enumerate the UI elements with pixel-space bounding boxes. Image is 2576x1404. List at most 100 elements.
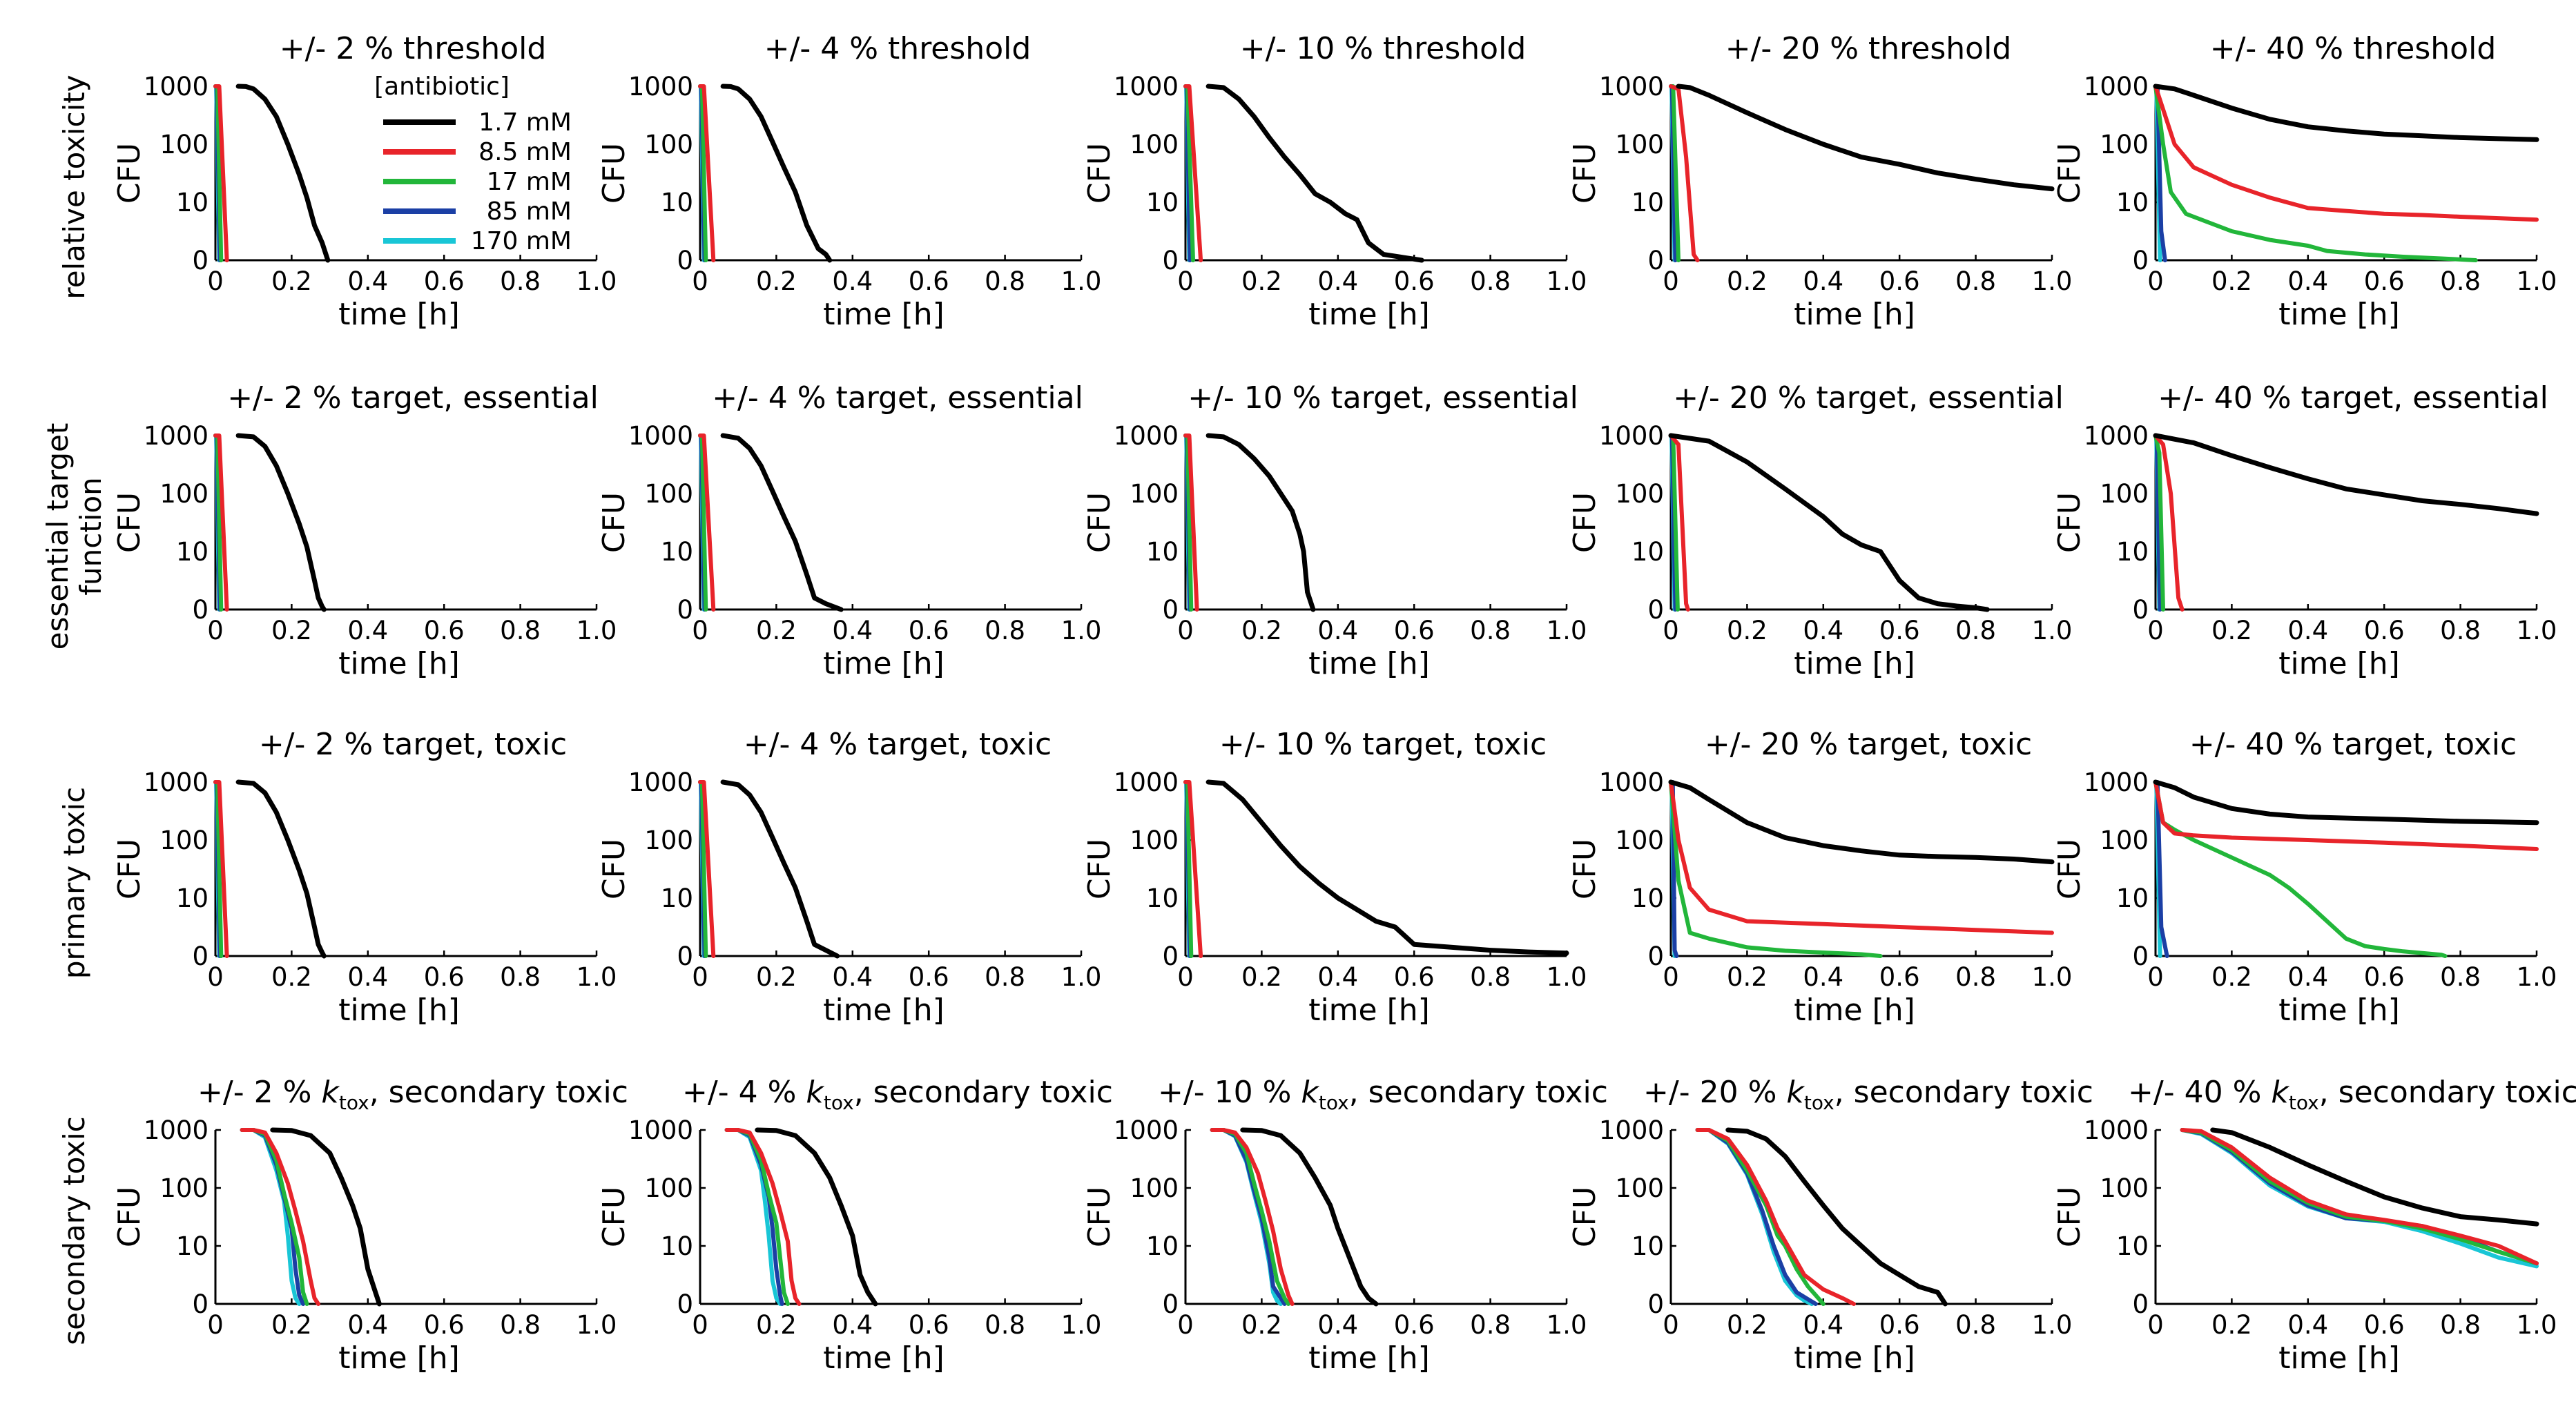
x-axis-label: time [h] [1308,297,1430,332]
series-line-1-7-mm [1725,1127,1948,1307]
series-line-17-mm [2153,433,2165,612]
x-tick-label: 0 [207,266,224,296]
y-tick-label: 1000 [2084,768,2149,797]
y-axis-label: CFU [597,1187,632,1247]
series-line-1-7-mm [2153,433,2539,516]
panel: +/- 20 % target, toxic 0 10 100 1000 0 0.2 0.4 0… [1567,727,2072,1028]
x-axis-label: time [h] [2278,646,2400,681]
x-axis-label: time [h] [1308,993,1430,1028]
series-line-8-5-mm [2180,1128,2539,1266]
x-tick-label: 0.2 [1727,962,1768,992]
y-axis-label: CFU [597,143,632,204]
series-line-8-5-mm [698,433,716,612]
row-label: relative toxicity [57,75,91,299]
series-line-8-5-mm [213,433,229,612]
x-axis-label: time [h] [1794,1340,1915,1376]
x-tick-label: 0.2 [2211,616,2252,645]
legend-label: 8.5 mM [478,138,572,166]
panel-title: +/- 2 % ktox, secondary toxic [197,1075,628,1114]
y-tick-label: 100 [159,130,209,159]
x-axis-label: time [h] [338,1340,460,1376]
x-tick-label: 0.2 [756,1310,797,1340]
panel: +/- 10 % threshold 0 10 100 1000 0 0.2 0.4 0.6 0.… [1082,31,1587,332]
panel-title: +/- 2 % threshold [280,31,547,66]
y-axis-label: CFU [2052,492,2087,553]
x-axis-label: time [h] [823,297,945,332]
series-line-1-7-mm [720,433,844,612]
x-tick-label: 0.8 [985,616,1025,645]
x-tick-label: 0 [2147,616,2164,645]
y-tick-label: 0 [1647,595,1664,625]
panel: +/- 4 % target, essential 0 10 100 1000 0 0.2 0… [597,380,1101,681]
panel: +/- 10 % target, toxic 0 10 100 1000 0 0.2 0.4 0… [1082,727,1587,1028]
panel-title: +/- 2 % target, toxic [259,727,567,762]
y-tick-label: 100 [159,826,209,855]
x-tick-label: 0 [1177,266,1194,296]
panel-title: +/- 20 % threshold [1725,31,2012,66]
x-axis-label: time [h] [338,993,460,1028]
y-tick-label: 0 [192,942,209,971]
series-line-1-7-mm [235,779,327,959]
series-line-17-mm [2153,780,2448,958]
x-tick-label: 0.8 [2440,962,2481,992]
x-tick-label: 0.8 [2440,1310,2481,1340]
x-tick-label: 0.8 [1955,266,1996,296]
series-line-1-7-mm [2153,779,2539,826]
y-tick-label: 10 [176,1231,209,1261]
y-tick-label: 100 [1130,826,1179,855]
series-line-1-7-mm [1205,433,1316,612]
x-tick-label: 1.0 [2032,266,2073,296]
panel-title: +/- 10 % threshold [1240,31,1527,66]
y-tick-label: 1000 [1114,1115,1179,1145]
series-line-1-7-mm [270,1127,382,1307]
y-tick-label: 10 [1631,188,1664,217]
panel-title: +/- 10 % ktox, secondary toxic [1158,1075,1608,1114]
x-tick-label: 0.2 [271,616,312,645]
y-axis-label: CFU [1082,492,1117,553]
x-tick-label: 0.8 [985,962,1025,992]
y-tick-label: 0 [1162,246,1179,275]
y-tick-label: 1000 [2084,421,2149,451]
x-tick-label: 1.0 [1547,616,1587,645]
y-tick-label: 1000 [144,421,209,451]
x-tick-label: 0.2 [1241,962,1282,992]
x-tick-label: 0.8 [500,266,541,296]
legend-label: 85 mM [487,197,572,226]
x-tick-label: 1.0 [577,962,617,992]
y-tick-label: 1000 [1599,768,1664,797]
panel: +/- 40 % ktox, secondary toxic 0 10 100 1000… [2052,1075,2576,1376]
y-tick-label: 100 [644,479,693,509]
y-tick-label: 0 [1647,942,1664,971]
x-tick-label: 0 [1663,616,1679,645]
x-tick-label: 0.6 [2364,266,2405,296]
x-tick-label: 0.4 [832,1310,873,1340]
series-line-8-5-mm [240,1128,320,1306]
series-line-8-5-mm [1669,433,1690,612]
panel-title: +/- 40 % target, essential [2158,380,2548,416]
series-line-1-7-mm [2210,1127,2539,1227]
panel: +/- 4 % ktox, secondary toxic 0 10 100 1000 0… [597,1075,1113,1376]
x-tick-label: 0 [207,962,224,992]
y-tick-label: 10 [1631,537,1664,567]
x-tick-label: 0.6 [1879,616,1920,645]
x-axis-label: time [h] [338,297,460,332]
y-tick-label: 100 [159,479,209,509]
y-axis-label: CFU [597,839,632,899]
x-tick-label: 0.4 [832,266,873,296]
x-tick-label: 0.8 [1955,962,1996,992]
x-tick-label: 0.6 [909,1310,949,1340]
y-tick-label: 10 [661,537,693,567]
x-tick-label: 0.2 [271,962,312,992]
x-tick-label: 0.6 [424,616,465,645]
panel: +/- 2 % target, essential 0 10 100 1000 0 0.2 0… [112,380,617,681]
x-tick-label: 1.0 [577,1310,617,1340]
x-tick-label: 1.0 [2517,1310,2557,1340]
row-label: essential target [41,423,75,650]
series-line-1-7-mm [720,84,833,263]
x-tick-label: 0 [692,1310,708,1340]
y-tick-label: 100 [644,826,693,855]
y-axis-label: CFU [112,143,147,204]
x-tick-label: 0.4 [1803,962,1843,992]
